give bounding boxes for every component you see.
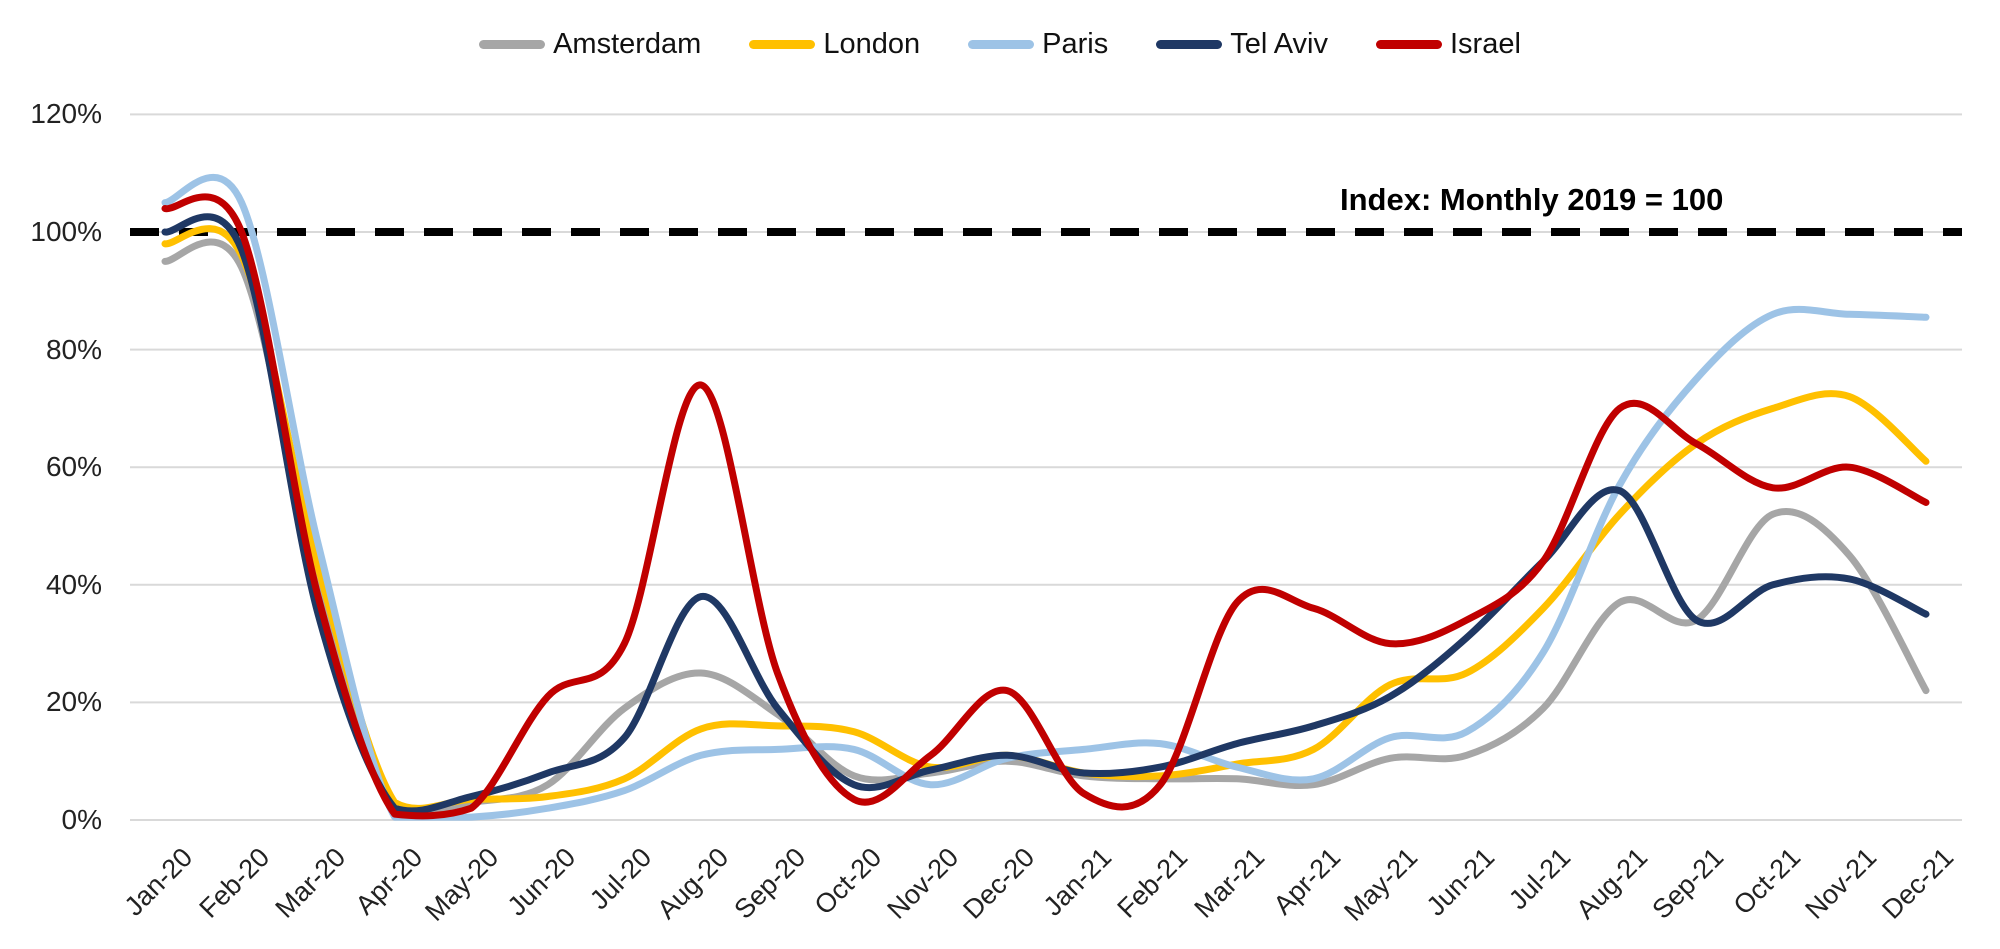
legend-label: Amsterdam bbox=[553, 27, 702, 60]
y-tick-label: 120% bbox=[30, 98, 102, 130]
legend-item-israel: Israel bbox=[1376, 28, 1521, 61]
index-annotation: Index: Monthly 2019 = 100 bbox=[1340, 182, 1724, 217]
legend-label: London bbox=[823, 27, 921, 60]
series-line-israel bbox=[161, 193, 1930, 820]
legend-label: Israel bbox=[1450, 27, 1521, 60]
legend-swatch-icon bbox=[749, 39, 816, 49]
legend-item-london: London bbox=[749, 28, 920, 61]
legend-swatch-icon bbox=[1156, 39, 1223, 49]
chart-legend: Amsterdam London Paris Tel Aviv Israel bbox=[0, 26, 2000, 62]
legend-swatch-icon bbox=[968, 39, 1035, 49]
y-tick-label: 40% bbox=[45, 568, 102, 600]
legend-label: Tel Aviv bbox=[1230, 27, 1328, 60]
legend-item-paris: Paris bbox=[968, 28, 1108, 61]
y-tick-label: 0% bbox=[61, 804, 102, 835]
series-line-paris bbox=[161, 173, 1930, 821]
series-line-london bbox=[161, 225, 1930, 812]
y-tick-label: 60% bbox=[45, 451, 102, 483]
legend-swatch-icon bbox=[479, 39, 546, 49]
legend-item-tel-aviv: Tel Aviv bbox=[1156, 28, 1328, 61]
legend-label: Paris bbox=[1042, 27, 1109, 60]
series-line-tel-aviv bbox=[161, 213, 1930, 815]
legend-item-amsterdam: Amsterdam bbox=[479, 28, 701, 61]
legend-swatch-icon bbox=[1376, 39, 1442, 49]
y-tick-label: 20% bbox=[45, 686, 102, 718]
series-line-amsterdam bbox=[161, 238, 1930, 815]
y-tick-label: 100% bbox=[30, 216, 102, 247]
y-tick-label: 80% bbox=[45, 333, 102, 365]
